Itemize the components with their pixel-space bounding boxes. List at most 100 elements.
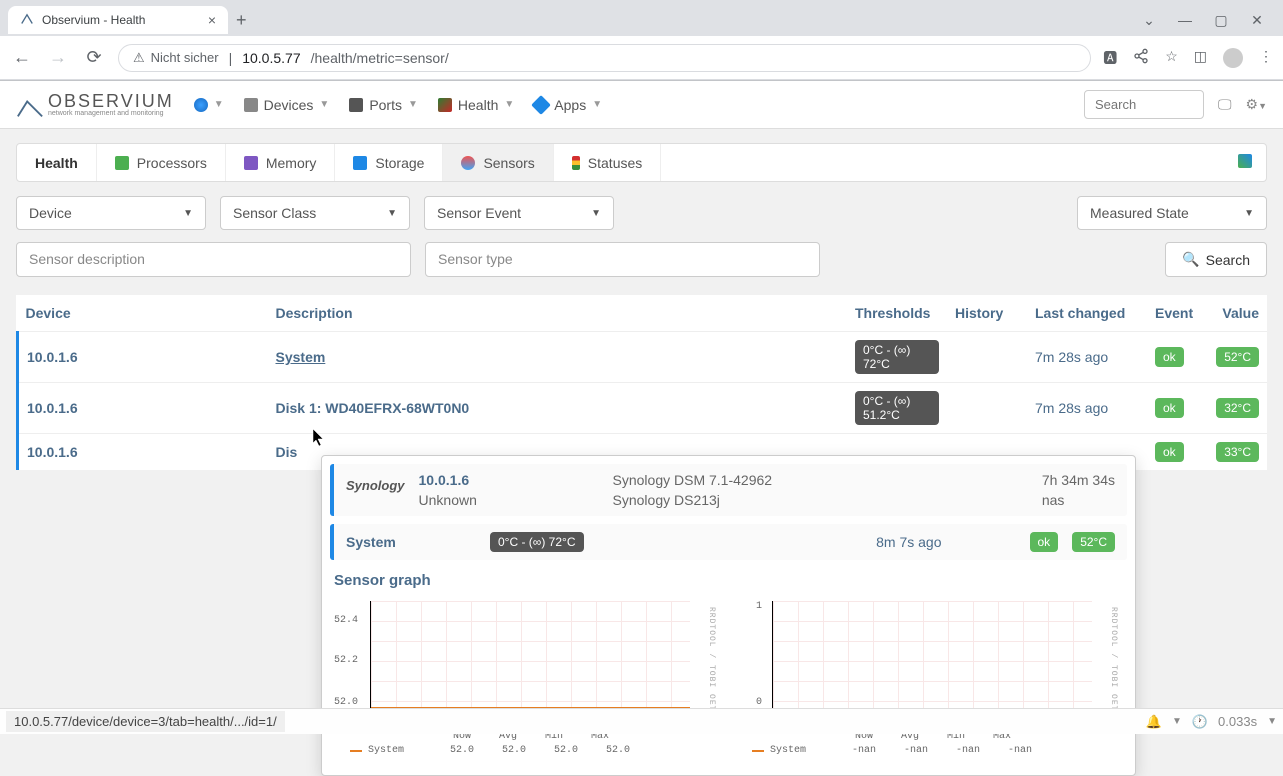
notification-bell-icon[interactable]: 🔔 [1146, 714, 1162, 730]
caret-icon[interactable]: ▼ [1172, 716, 1182, 727]
caret-icon: ▼ [183, 208, 193, 219]
reload-button[interactable]: ⟳ [82, 47, 106, 68]
popover-last-changed: 8m 7s ago [876, 534, 941, 550]
maximize-button[interactable]: ▢ [1211, 12, 1231, 29]
tab-storage[interactable]: Storage [335, 144, 443, 181]
back-button[interactable]: ← [10, 47, 34, 68]
filter-sensor-event[interactable]: Sensor Event ▼ [424, 196, 614, 230]
nav-health-label: Health [458, 97, 498, 113]
nav-apps[interactable]: Apps ▼ [534, 97, 602, 113]
popover-vendor-logo: Synology [346, 472, 405, 508]
content: Health Processors Memory Storage Sensors… [0, 129, 1283, 484]
th-event[interactable]: Event [1147, 295, 1207, 332]
nav-globe[interactable]: ▼ [194, 98, 224, 112]
event-badge: ok [1155, 398, 1184, 418]
sensor-icon [461, 156, 475, 170]
share-icon[interactable] [1133, 48, 1149, 68]
th-thresholds[interactable]: Thresholds [847, 295, 947, 332]
nav-devices-label: Devices [264, 97, 314, 113]
filter-measured-state[interactable]: Measured State ▼ [1077, 196, 1267, 230]
url-field[interactable]: ⚠ Nicht sicher | 10.0.5.77/health/metric… [118, 44, 1091, 72]
url-path: /health/metric=sensor/ [311, 50, 449, 66]
tab-statuses-label: Statuses [588, 155, 642, 171]
caret-icon[interactable]: ▼ [1267, 716, 1277, 727]
th-description[interactable]: Description [268, 295, 848, 332]
status-url: 10.0.5.77/device/device=3/tab=health/...… [6, 711, 285, 732]
bookmark-icon[interactable]: ☆ [1165, 48, 1178, 68]
tab-title: Observium - Health [42, 13, 200, 27]
tab-memory[interactable]: Memory [226, 144, 336, 181]
tab-statuses[interactable]: Statuses [554, 144, 661, 181]
tab-chart-toggle[interactable] [1224, 144, 1266, 181]
display-icon[interactable]: 🖵 [1218, 96, 1232, 113]
description-link[interactable]: System [276, 349, 326, 365]
popover-type: nas [1042, 492, 1115, 508]
popover-graphs: RRDTOOL / TOBI OETIKER 52.4 52.2 52.0 Tu… [330, 597, 1127, 767]
filter-sensor-class[interactable]: Sensor Class ▼ [220, 196, 410, 230]
popover-model: Synology DS213j [613, 492, 1028, 508]
logo-text: OBSERVIUM [48, 91, 174, 112]
menu-icon[interactable]: ⋮ [1259, 48, 1273, 68]
filter-desc-placeholder: Sensor description [29, 251, 145, 267]
search-button[interactable]: 🔍 Search [1165, 242, 1267, 277]
browser-tab[interactable]: Observium - Health × [8, 6, 228, 34]
side-panel-icon[interactable]: ◫ [1194, 48, 1207, 68]
value-badge: 32°C [1216, 398, 1259, 418]
warning-icon: ⚠ [133, 50, 145, 66]
tab-sensors[interactable]: Sensors [443, 144, 553, 181]
graph-legend-line-icon [350, 750, 362, 752]
description-link[interactable]: Disk 1: WD40EFRX-68WT0N0 [276, 400, 470, 416]
devices-icon [244, 98, 258, 112]
description-link[interactable]: Dis [276, 444, 298, 460]
tab-processors-label: Processors [137, 155, 207, 171]
tab-title-label: Health [35, 155, 78, 171]
clock-icon: 🕐 [1192, 714, 1208, 730]
value-badge: 33°C [1216, 442, 1259, 462]
caret-icon: ▼ [387, 208, 397, 219]
nav-devices[interactable]: Devices ▼ [244, 97, 330, 113]
filter-row-1: Device ▼ Sensor Class ▼ Sensor Event ▼ M… [16, 196, 1267, 230]
search-button-label: Search [1206, 252, 1250, 268]
tab-memory-label: Memory [266, 155, 317, 171]
threshold-badge: 0°C - (∞) 51.2°C [855, 391, 939, 425]
health-icon [438, 98, 452, 112]
forward-button[interactable]: → [46, 47, 70, 68]
th-device[interactable]: Device [18, 295, 268, 332]
tab-close-icon[interactable]: × [208, 12, 216, 28]
device-link[interactable]: 10.0.1.6 [27, 444, 78, 460]
chrome-toolbar-icons: 🅰 ☆ ◫ ⋮ [1103, 48, 1273, 68]
filter-sensor-type[interactable]: Sensor type [425, 242, 820, 277]
nav-search-input[interactable] [1084, 90, 1204, 119]
th-value[interactable]: Value [1207, 295, 1267, 332]
security-warning: ⚠ Nicht sicher [133, 50, 219, 66]
th-history[interactable]: History [947, 295, 1027, 332]
new-tab-button[interactable]: + [236, 10, 247, 31]
graph-legend-label: System [770, 745, 806, 756]
filter-device[interactable]: Device ▼ [16, 196, 206, 230]
app-logo[interactable]: OBSERVIUM network management and monitor… [16, 91, 174, 119]
nav-ports[interactable]: Ports ▼ [349, 97, 418, 113]
device-link[interactable]: 10.0.1.6 [27, 349, 78, 365]
th-last-changed[interactable]: Last changed [1027, 295, 1147, 332]
processor-icon [115, 156, 129, 170]
profile-icon[interactable] [1223, 48, 1243, 68]
tab-processors[interactable]: Processors [97, 144, 226, 181]
translate-icon[interactable]: 🅰 [1103, 48, 1117, 68]
gear-icon[interactable]: ⚙▼ [1246, 96, 1267, 113]
popover-sensor-row: System 0°C - (∞) 72°C 8m 7s ago ok 52°C [330, 524, 1127, 560]
close-window-button[interactable]: ✕ [1247, 12, 1267, 29]
graph-legend: System [350, 745, 404, 756]
filter-sensor-description[interactable]: Sensor description [16, 242, 411, 277]
minimize-button[interactable]: — [1175, 12, 1195, 29]
popover-sensor-name[interactable]: System [346, 534, 476, 550]
nav-apps-label: Apps [554, 97, 586, 113]
nav-health[interactable]: Health ▼ [438, 97, 514, 113]
popover-ip[interactable]: 10.0.1.6 [419, 472, 599, 488]
popover-status: Unknown [419, 492, 599, 508]
tab-storage-label: Storage [375, 155, 424, 171]
chevron-down-icon[interactable]: ⌄ [1139, 12, 1159, 29]
last-changed: 7m 28s ago [1035, 349, 1108, 365]
event-badge: ok [1155, 347, 1184, 367]
popover-uptime: 7h 34m 34s [1042, 472, 1115, 488]
device-link[interactable]: 10.0.1.6 [27, 400, 78, 416]
